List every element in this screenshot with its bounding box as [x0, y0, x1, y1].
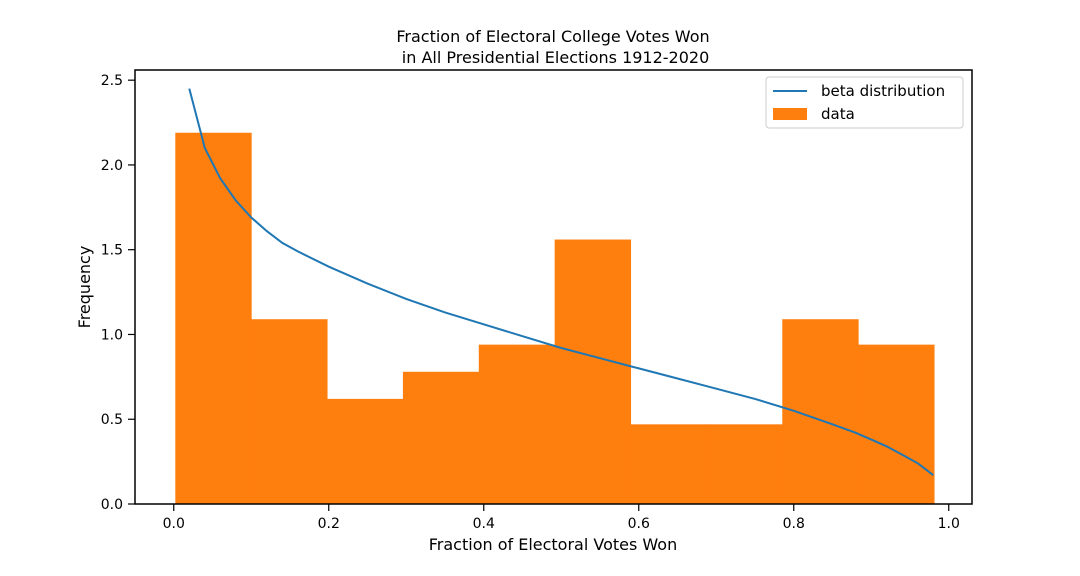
- x-tick-label: 0.0: [163, 516, 185, 532]
- chart-title-line-2: in All Presidential Elections 1912-2020: [397, 48, 710, 67]
- histogram-bar: [478, 344, 556, 504]
- legend-box: [765, 76, 964, 129]
- legend: beta distribution data: [765, 76, 964, 129]
- histogram-bar: [554, 239, 632, 504]
- x-tick-label: 0.2: [318, 516, 340, 532]
- legend-label-data: data: [821, 105, 855, 123]
- series-lines: [188, 88, 934, 476]
- chart-title-line-1: Fraction of Electoral College Votes Won: [396, 27, 709, 46]
- legend-patch-swatch: [773, 108, 807, 120]
- y-tick-label: 2.0: [101, 158, 123, 174]
- plot-frame: [134, 69, 973, 505]
- histogram-bar: [630, 424, 707, 504]
- histogram-bar: [251, 319, 328, 504]
- legend-label-beta: beta distribution: [821, 82, 945, 100]
- histogram-bar: [327, 398, 404, 504]
- x-axis-ticks: 0.0 0.2 0.4 0.6 0.8 1.0: [163, 504, 960, 532]
- x-axis-label: Fraction of Electoral Votes Won: [429, 535, 677, 554]
- y-tick-label: 2.5: [101, 73, 123, 89]
- x-tick-label: 0.4: [473, 516, 495, 532]
- y-axis-label: Frequency: [75, 246, 94, 329]
- x-tick-label: 1.0: [938, 516, 960, 532]
- y-tick-label: 1.5: [101, 243, 123, 259]
- y-axis-ticks: 0.0 0.5 1.0 1.5 2.0 2.5: [101, 73, 135, 513]
- y-tick-label: 0.5: [101, 412, 123, 428]
- histogram-bar: [175, 132, 252, 504]
- histogram-bars: [175, 132, 935, 504]
- y-tick-label: 0.0: [101, 497, 123, 513]
- histogram-bar: [402, 371, 480, 504]
- y-tick-label: 1.0: [101, 327, 123, 343]
- x-tick-label: 0.8: [783, 516, 805, 532]
- histogram-bar: [706, 424, 783, 504]
- x-tick-label: 0.6: [628, 516, 650, 532]
- series-line: [188, 88, 934, 476]
- histogram-bar: [858, 344, 935, 504]
